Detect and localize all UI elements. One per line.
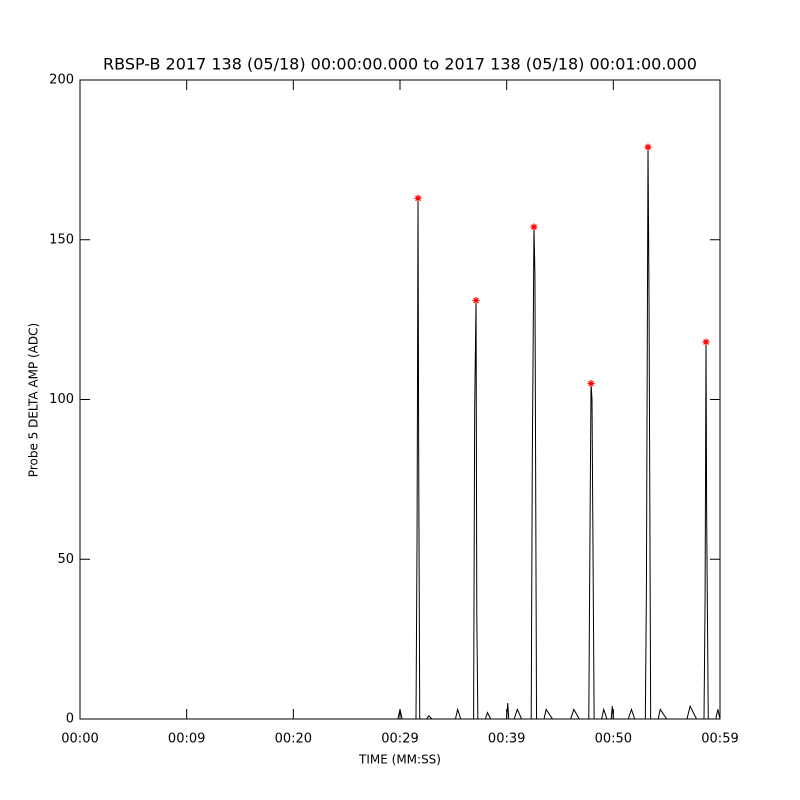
x-tick-label: 00:20 (275, 732, 312, 747)
peak-marker (702, 338, 710, 346)
x-tick-label: 00:09 (168, 732, 205, 747)
peak-marker (530, 223, 538, 231)
x-tick-label: 00:29 (381, 732, 418, 747)
peak-marker (644, 143, 652, 151)
y-tick-label: 100 (49, 392, 74, 407)
peak-marker (414, 194, 422, 202)
x-tick-label: 00:39 (488, 732, 525, 747)
x-tick-label: 00:00 (61, 732, 98, 747)
trace-line (80, 147, 721, 720)
x-axis-label: TIME (MM:SS) (358, 753, 441, 767)
y-tick-label: 150 (49, 232, 74, 247)
x-tick-label: 00:59 (701, 732, 738, 747)
y-tick-label: 0 (66, 712, 74, 727)
peak-marker (472, 296, 480, 304)
plot-frame (79, 79, 721, 720)
chart-title: RBSP-B 2017 138 (05/18) 00:00:00.000 to … (103, 55, 697, 74)
y-tick-label: 50 (57, 552, 74, 567)
y-axis-label: Probe 5 DELTA AMP (ADC) (27, 323, 41, 477)
x-tick-label: 00:50 (595, 732, 632, 747)
peak-marker (587, 380, 595, 388)
y-tick-label: 200 (49, 73, 74, 88)
